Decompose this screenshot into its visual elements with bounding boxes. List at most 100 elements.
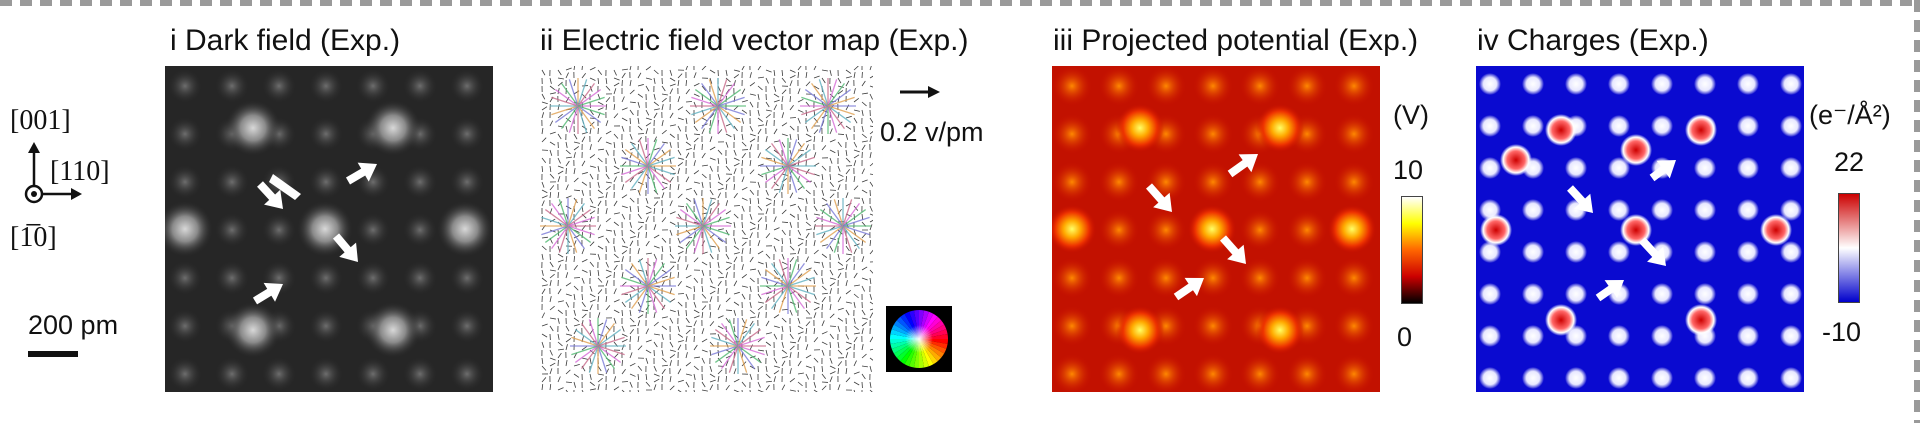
field-vector: [701, 311, 704, 319]
field-vector: [714, 329, 739, 347]
field-vector: [853, 325, 859, 331]
field-vector: [693, 82, 700, 87]
field-vector: [589, 293, 596, 298]
field-vector: [861, 101, 867, 107]
field-vector: [693, 309, 700, 314]
field-vector: [565, 338, 572, 343]
field-vector: [577, 105, 595, 130]
field-vector: [842, 202, 860, 227]
atom-column-bright: [165, 201, 213, 257]
field-vector: [694, 105, 719, 123]
potential-peak-bright: [1116, 104, 1164, 152]
field-vector: [693, 144, 696, 151]
field-vector: [613, 386, 620, 391]
field-vector: [541, 323, 548, 327]
field-vector: [741, 88, 746, 95]
field-vector: [669, 77, 676, 82]
field-vector: [685, 109, 691, 115]
field-vector: [701, 285, 704, 293]
field-vector: [541, 181, 545, 188]
field-vector: [789, 333, 794, 340]
field-vector: [749, 144, 753, 151]
field-vector: [845, 264, 848, 271]
field-vector: [717, 157, 720, 164]
charge-peak-red: [1620, 214, 1652, 246]
field-vector: [717, 369, 723, 375]
field-vector: [869, 136, 872, 143]
atom-column: [309, 357, 343, 391]
field-vector: [685, 247, 687, 255]
field-vector: [669, 376, 672, 383]
field-vector: [741, 381, 747, 387]
field-vector: [773, 325, 780, 329]
field-vector: [787, 149, 812, 167]
field-vector: [581, 181, 588, 186]
field-vector: [861, 321, 867, 327]
field-vector: [821, 277, 824, 284]
atom-column: [262, 69, 296, 103]
field-vector: [701, 117, 708, 122]
field-vector: [565, 293, 572, 297]
field-vector: [677, 125, 682, 132]
field-vector: [581, 131, 588, 135]
field-vector: [765, 120, 768, 127]
field-vector: [853, 141, 858, 148]
field-vector: [541, 377, 547, 383]
field-vector: [853, 389, 856, 392]
atom-column: [450, 261, 484, 295]
field-vector: [541, 383, 544, 391]
field-vector: [589, 357, 592, 364]
field-vector: [581, 136, 586, 143]
field-vector: [741, 159, 743, 167]
field-vector: [829, 313, 835, 319]
field-vector: [605, 77, 608, 84]
field-vector: [765, 69, 772, 73]
field-vector: [573, 324, 580, 327]
field-vector: [717, 187, 724, 191]
field-vector: [645, 128, 649, 135]
field-vector: [787, 262, 805, 287]
field-vector: [685, 336, 688, 343]
field-vector: [837, 229, 843, 235]
field-vector: [861, 140, 868, 143]
charge-peak: [1479, 325, 1501, 347]
field-vector: [845, 149, 848, 156]
field-vector: [717, 192, 722, 199]
field-vector: [629, 152, 633, 159]
field-vector: [821, 385, 827, 391]
field-vector: [789, 245, 795, 251]
field-vector: [645, 122, 652, 127]
field-vector: [573, 133, 578, 140]
atom-column-bright: [365, 302, 421, 358]
field-vector: [589, 205, 596, 209]
field-vector: [773, 188, 781, 191]
field-vector: [805, 232, 810, 239]
field-vector: [797, 293, 803, 299]
charge-peak: [1522, 73, 1544, 95]
field-vector: [765, 189, 769, 196]
field-vector: [549, 77, 552, 84]
field-vector: [733, 378, 740, 383]
field-vector: [693, 344, 698, 351]
field-vector: [827, 82, 845, 107]
field-vector: [605, 368, 610, 375]
field-vector: [631, 142, 649, 167]
field-vector: [773, 173, 776, 180]
field-vector: [741, 264, 744, 271]
field-vector: [597, 69, 603, 75]
field-vector: [853, 149, 860, 153]
field-vector: [597, 136, 602, 143]
field-vector: [813, 269, 818, 276]
field-vector: [829, 376, 833, 383]
field-vector: [693, 72, 697, 79]
field-vector: [574, 329, 599, 347]
field-vector: [805, 321, 811, 327]
charge-peak: [1608, 241, 1630, 263]
charge-peak: [1522, 115, 1544, 137]
field-vector: [787, 269, 812, 287]
atom-column-bright: [437, 201, 493, 257]
field-vector: [693, 225, 704, 253]
field-vector: [725, 184, 728, 191]
field-vector: [613, 165, 620, 170]
atom-column: [168, 309, 202, 343]
